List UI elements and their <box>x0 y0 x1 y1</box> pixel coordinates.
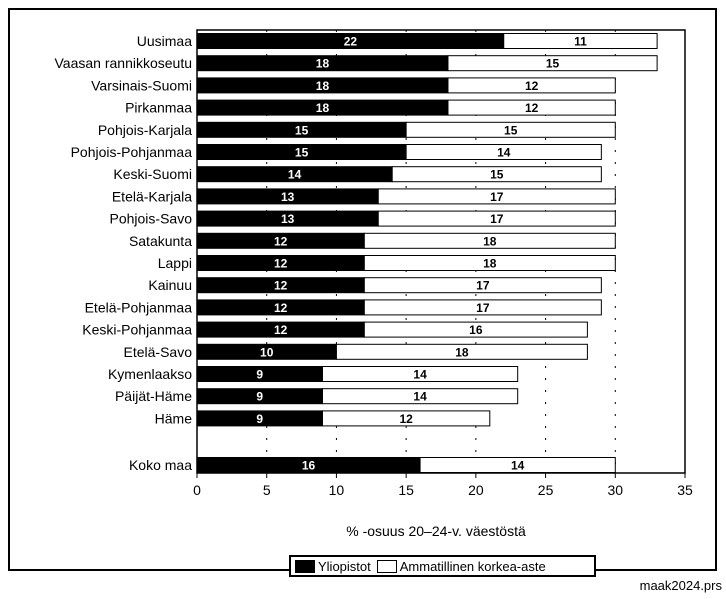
bar-ammatillinen-korkea-aste <box>377 210 616 227</box>
legend-item-yliopistot: Yliopistot <box>295 559 371 574</box>
data-label: 18 <box>455 345 469 359</box>
data-label: 15 <box>504 123 518 137</box>
category-label: Etelä-Pohjanmaa <box>85 299 193 315</box>
data-label: 17 <box>490 212 504 226</box>
data-label: 12 <box>399 412 413 426</box>
bar-ammatillinen-korkea-aste <box>363 232 616 249</box>
bar-ammatillinen-korkea-aste <box>321 388 519 405</box>
legend-swatch-yliopistot <box>295 559 315 573</box>
category-label: Häme <box>155 410 193 426</box>
bar-ammatillinen-korkea-aste <box>405 121 616 138</box>
data-label: 12 <box>274 234 288 248</box>
bar-ammatillinen-korkea-aste <box>321 410 491 427</box>
category-label: Päijät-Häme <box>115 388 192 404</box>
plot-area <box>196 29 686 474</box>
data-label: 14 <box>413 390 427 404</box>
data-label: 17 <box>476 301 490 315</box>
data-label: 9 <box>256 368 263 382</box>
category-label: Koko maa <box>129 457 192 473</box>
data-label: 12 <box>525 101 539 115</box>
category-label: Uusimaa <box>137 33 192 49</box>
data-label: 16 <box>469 323 483 337</box>
category-label: Etelä-Karjala <box>112 188 192 204</box>
bar-ammatillinen-korkea-aste <box>447 77 616 94</box>
category-label: Varsinais-Suomi <box>91 77 192 93</box>
data-label: 12 <box>274 257 288 271</box>
file-label: maak2024.prs <box>639 578 722 593</box>
category-label: Keski-Pohjanmaa <box>82 322 192 338</box>
bar-ammatillinen-korkea-aste <box>419 457 616 473</box>
data-label: 22 <box>344 35 358 49</box>
bar-ammatillinen-korkea-aste <box>363 277 602 294</box>
data-label: 17 <box>490 190 504 204</box>
x-tick-label: 20 <box>468 482 484 498</box>
bar-ammatillinen-korkea-aste <box>447 55 658 72</box>
legend-label-ammatillinen: Ammatillinen korkea-aste <box>399 558 546 574</box>
bar-ammatillinen-korkea-aste <box>335 343 588 360</box>
data-label: 15 <box>295 123 309 137</box>
category-label: Vaasan rannikkoseutu <box>55 55 193 71</box>
data-label: 10 <box>260 345 274 359</box>
category-label: Etelä-Savo <box>124 344 193 360</box>
data-label: 12 <box>274 279 288 293</box>
x-tick-label: 25 <box>538 482 554 498</box>
data-label: 13 <box>281 212 295 226</box>
data-label: 14 <box>511 459 525 473</box>
bar-ammatillinen-korkea-aste <box>363 255 616 271</box>
category-label: Lappi <box>158 255 192 271</box>
data-label: 18 <box>316 57 330 71</box>
data-label: 9 <box>256 412 263 426</box>
x-tick-label: 30 <box>607 482 623 498</box>
data-label: 18 <box>483 257 497 271</box>
x-tick-label: 5 <box>263 482 271 498</box>
x-tick-label: 0 <box>193 482 201 498</box>
data-label: 16 <box>302 459 316 473</box>
data-label: 12 <box>274 301 288 315</box>
category-label: Kainuu <box>148 277 192 293</box>
data-label: 12 <box>525 79 539 93</box>
data-label: 18 <box>316 101 330 115</box>
data-label: 9 <box>256 390 263 404</box>
legend-label-yliopistot: Yliopistot <box>318 558 371 574</box>
data-label: 17 <box>476 279 490 293</box>
category-label: Pohjois-Pohjanmaa <box>71 144 193 160</box>
legend-swatch-ammatillinen <box>376 559 397 573</box>
bar-ammatillinen-korkea-aste <box>363 299 602 316</box>
x-tick-label: 35 <box>677 482 693 498</box>
category-label: Pirkanmaa <box>125 100 192 116</box>
data-label: 13 <box>281 190 295 204</box>
bar-ammatillinen-korkea-aste <box>405 144 602 160</box>
category-label: Pohjois-Karjala <box>98 122 192 138</box>
category-label: Pohjois-Savo <box>110 211 193 227</box>
data-label: 14 <box>497 146 511 160</box>
data-label: 15 <box>490 168 504 182</box>
data-label: 18 <box>316 79 330 93</box>
bar-ammatillinen-korkea-aste <box>321 366 519 382</box>
bar-ammatillinen-korkea-aste <box>377 188 616 205</box>
category-label: Kymenlaakso <box>108 366 192 382</box>
x-axis-label: % -osuus 20–24-v. väestöstä <box>346 523 526 539</box>
data-label: 12 <box>274 323 288 337</box>
data-label: 14 <box>288 168 302 182</box>
bar-ammatillinen-korkea-aste <box>447 99 616 116</box>
category-label: Satakunta <box>129 233 192 249</box>
data-label: 15 <box>295 146 309 160</box>
data-label: 11 <box>574 35 587 49</box>
x-tick-label: 10 <box>329 482 345 498</box>
legend: Yliopistot Ammatillinen korkea-aste <box>289 555 596 577</box>
bar-ammatillinen-korkea-aste <box>391 166 602 183</box>
category-label: Keski-Suomi <box>113 166 192 182</box>
bar-ammatillinen-korkea-aste <box>503 33 658 49</box>
data-label: 15 <box>546 57 560 71</box>
bar-ammatillinen-korkea-aste <box>363 321 588 338</box>
data-label: 14 <box>413 368 427 382</box>
data-label: 18 <box>483 234 497 248</box>
legend-item-ammatillinen: Ammatillinen korkea-aste <box>376 558 546 574</box>
x-tick-label: 15 <box>398 482 414 498</box>
